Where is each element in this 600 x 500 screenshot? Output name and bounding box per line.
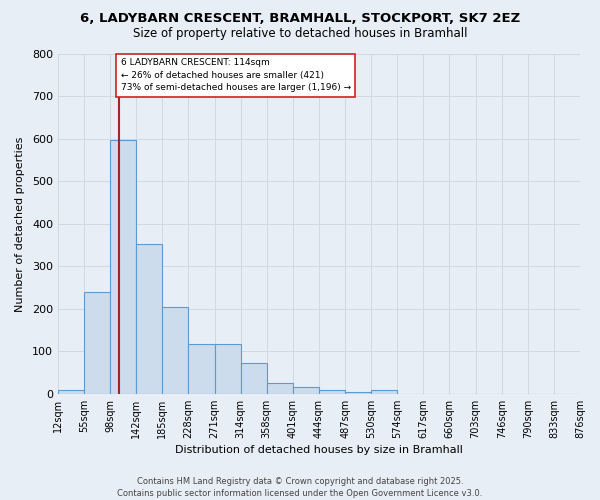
Bar (267, 383, 293, 394)
Bar (84, 292, 110, 394)
Bar (163, 306, 188, 394)
Text: Contains HM Land Registry data © Crown copyright and database right 2025.
Contai: Contains HM Land Registry data © Crown c… (118, 476, 482, 498)
Text: 6 LADYBARN CRESCENT: 114sqm
← 26% of detached houses are smaller (421)
73% of se: 6 LADYBARN CRESCENT: 114sqm ← 26% of det… (121, 58, 351, 92)
X-axis label: Distribution of detached houses by size in Bramhall: Distribution of detached houses by size … (175, 445, 463, 455)
Bar (345, 392, 371, 394)
Text: Size of property relative to detached houses in Bramhall: Size of property relative to detached ho… (133, 28, 467, 40)
Bar (319, 390, 345, 394)
Text: 6, LADYBARN CRESCENT, BRAMHALL, STOCKPORT, SK7 2EZ: 6, LADYBARN CRESCENT, BRAMHALL, STOCKPOR… (80, 12, 520, 26)
Bar (371, 390, 397, 394)
Bar (293, 386, 319, 394)
Bar (110, 140, 136, 394)
Y-axis label: Number of detached properties: Number of detached properties (15, 136, 25, 312)
Bar (58, 390, 84, 394)
Bar (215, 344, 241, 394)
Bar (241, 363, 267, 394)
Bar (188, 344, 215, 394)
Bar (136, 244, 163, 394)
